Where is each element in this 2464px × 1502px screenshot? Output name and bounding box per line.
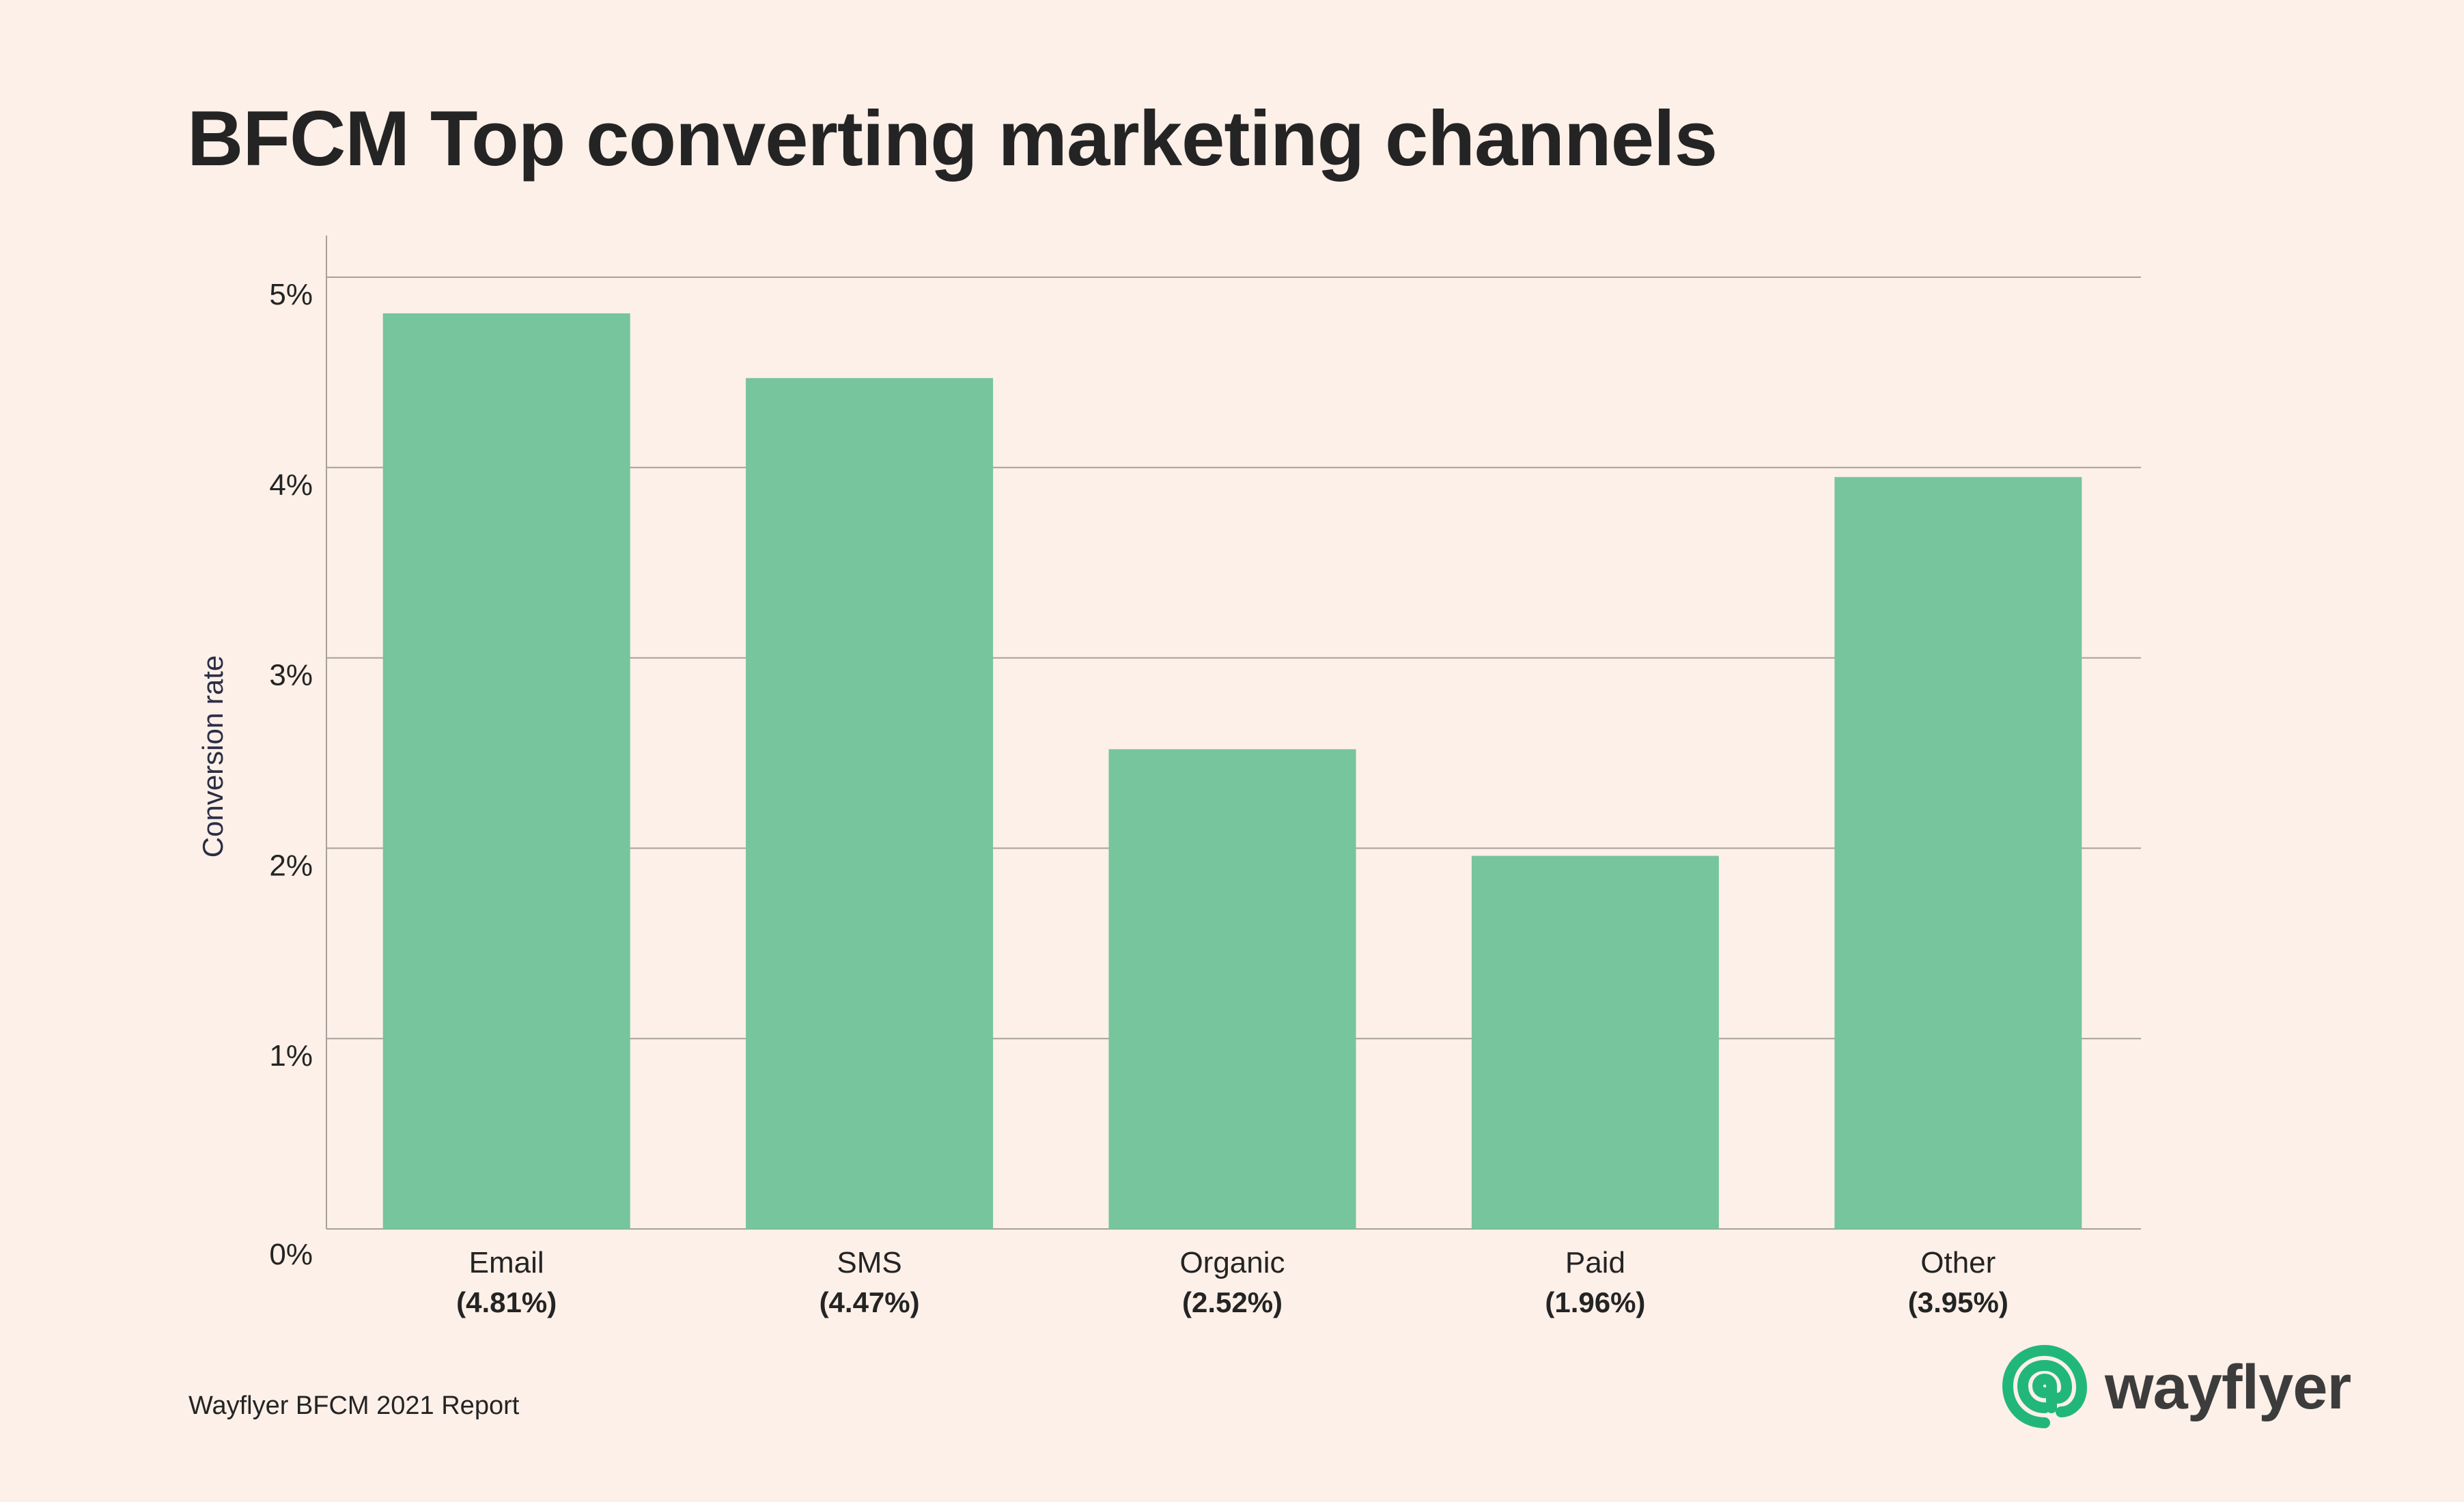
x-tick-label: SMS xyxy=(837,1246,901,1279)
x-tick-label: Paid xyxy=(1565,1246,1625,1279)
bar-paid xyxy=(1471,855,1719,1229)
y-tick-label: 2% xyxy=(269,849,313,882)
wayflyer-swirl-icon xyxy=(2002,1344,2088,1428)
bar-other xyxy=(1834,477,2082,1229)
wayflyer-logo: wayflyer xyxy=(1997,1340,2351,1435)
bar-organic xyxy=(1108,749,1356,1229)
y-tick-label: 5% xyxy=(269,278,313,311)
report-footer: Wayflyer BFCM 2021 Report xyxy=(188,1391,520,1420)
bar-sms xyxy=(746,378,994,1230)
y-tick-label: 0% xyxy=(269,1238,313,1271)
x-tick-label: Other xyxy=(1920,1246,1996,1279)
x-tick-label: Email xyxy=(469,1246,544,1279)
bar-value-label: (4.47%) xyxy=(820,1286,920,1318)
bar-value-label: (1.96%) xyxy=(1545,1286,1645,1318)
y-tick-label: 1% xyxy=(269,1039,313,1073)
chart-title: BFCM Top converting marketing channels xyxy=(187,96,1718,182)
bar-value-label: (2.52%) xyxy=(1182,1286,1283,1318)
x-tick-label: Organic xyxy=(1179,1246,1285,1279)
y-axis-label: Conversion rate xyxy=(197,655,229,858)
bar-value-label: (4.81%) xyxy=(456,1286,557,1318)
logo-text: wayflyer xyxy=(2105,1352,2351,1422)
y-tick-label: 4% xyxy=(269,468,313,502)
bar-value-label: (3.95%) xyxy=(1908,1286,2008,1318)
y-tick-label: 3% xyxy=(269,659,313,692)
bar-email xyxy=(382,313,630,1230)
